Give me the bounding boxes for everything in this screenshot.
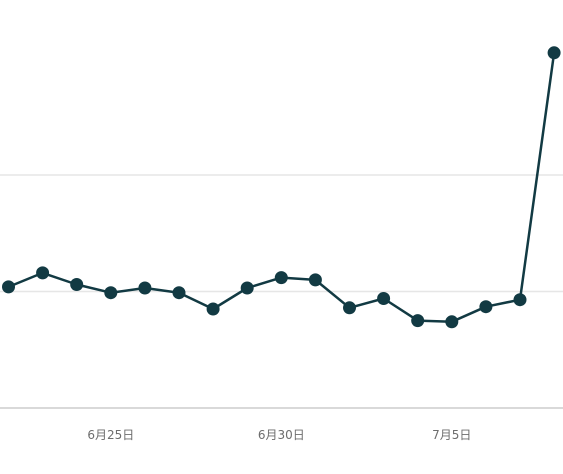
data-point[interactable] — [104, 286, 118, 300]
data-point[interactable] — [274, 271, 288, 285]
data-point[interactable] — [411, 314, 425, 328]
data-point[interactable] — [206, 302, 220, 316]
series-layer — [2, 46, 561, 329]
data-point[interactable] — [2, 280, 15, 294]
x-tick-label: 7月5日 — [432, 428, 471, 442]
data-point[interactable] — [138, 281, 152, 295]
data-point[interactable] — [36, 266, 50, 280]
data-point[interactable] — [308, 273, 322, 287]
data-point[interactable] — [240, 281, 254, 295]
data-point[interactable] — [172, 286, 186, 300]
x-tick-label: 6月25日 — [87, 428, 134, 442]
data-point[interactable] — [343, 301, 356, 315]
data-point[interactable] — [547, 46, 561, 60]
data-point[interactable] — [70, 278, 84, 291]
x-axis-ticks: 6月25日 6月30日 7月5日 — [87, 428, 471, 442]
data-point[interactable] — [479, 300, 493, 314]
data-point[interactable] — [377, 292, 391, 305]
x-tick-label: 6月30日 — [258, 428, 305, 442]
data-point[interactable] — [445, 315, 459, 329]
data-point[interactable] — [513, 293, 527, 307]
grid-layer — [0, 174, 563, 409]
